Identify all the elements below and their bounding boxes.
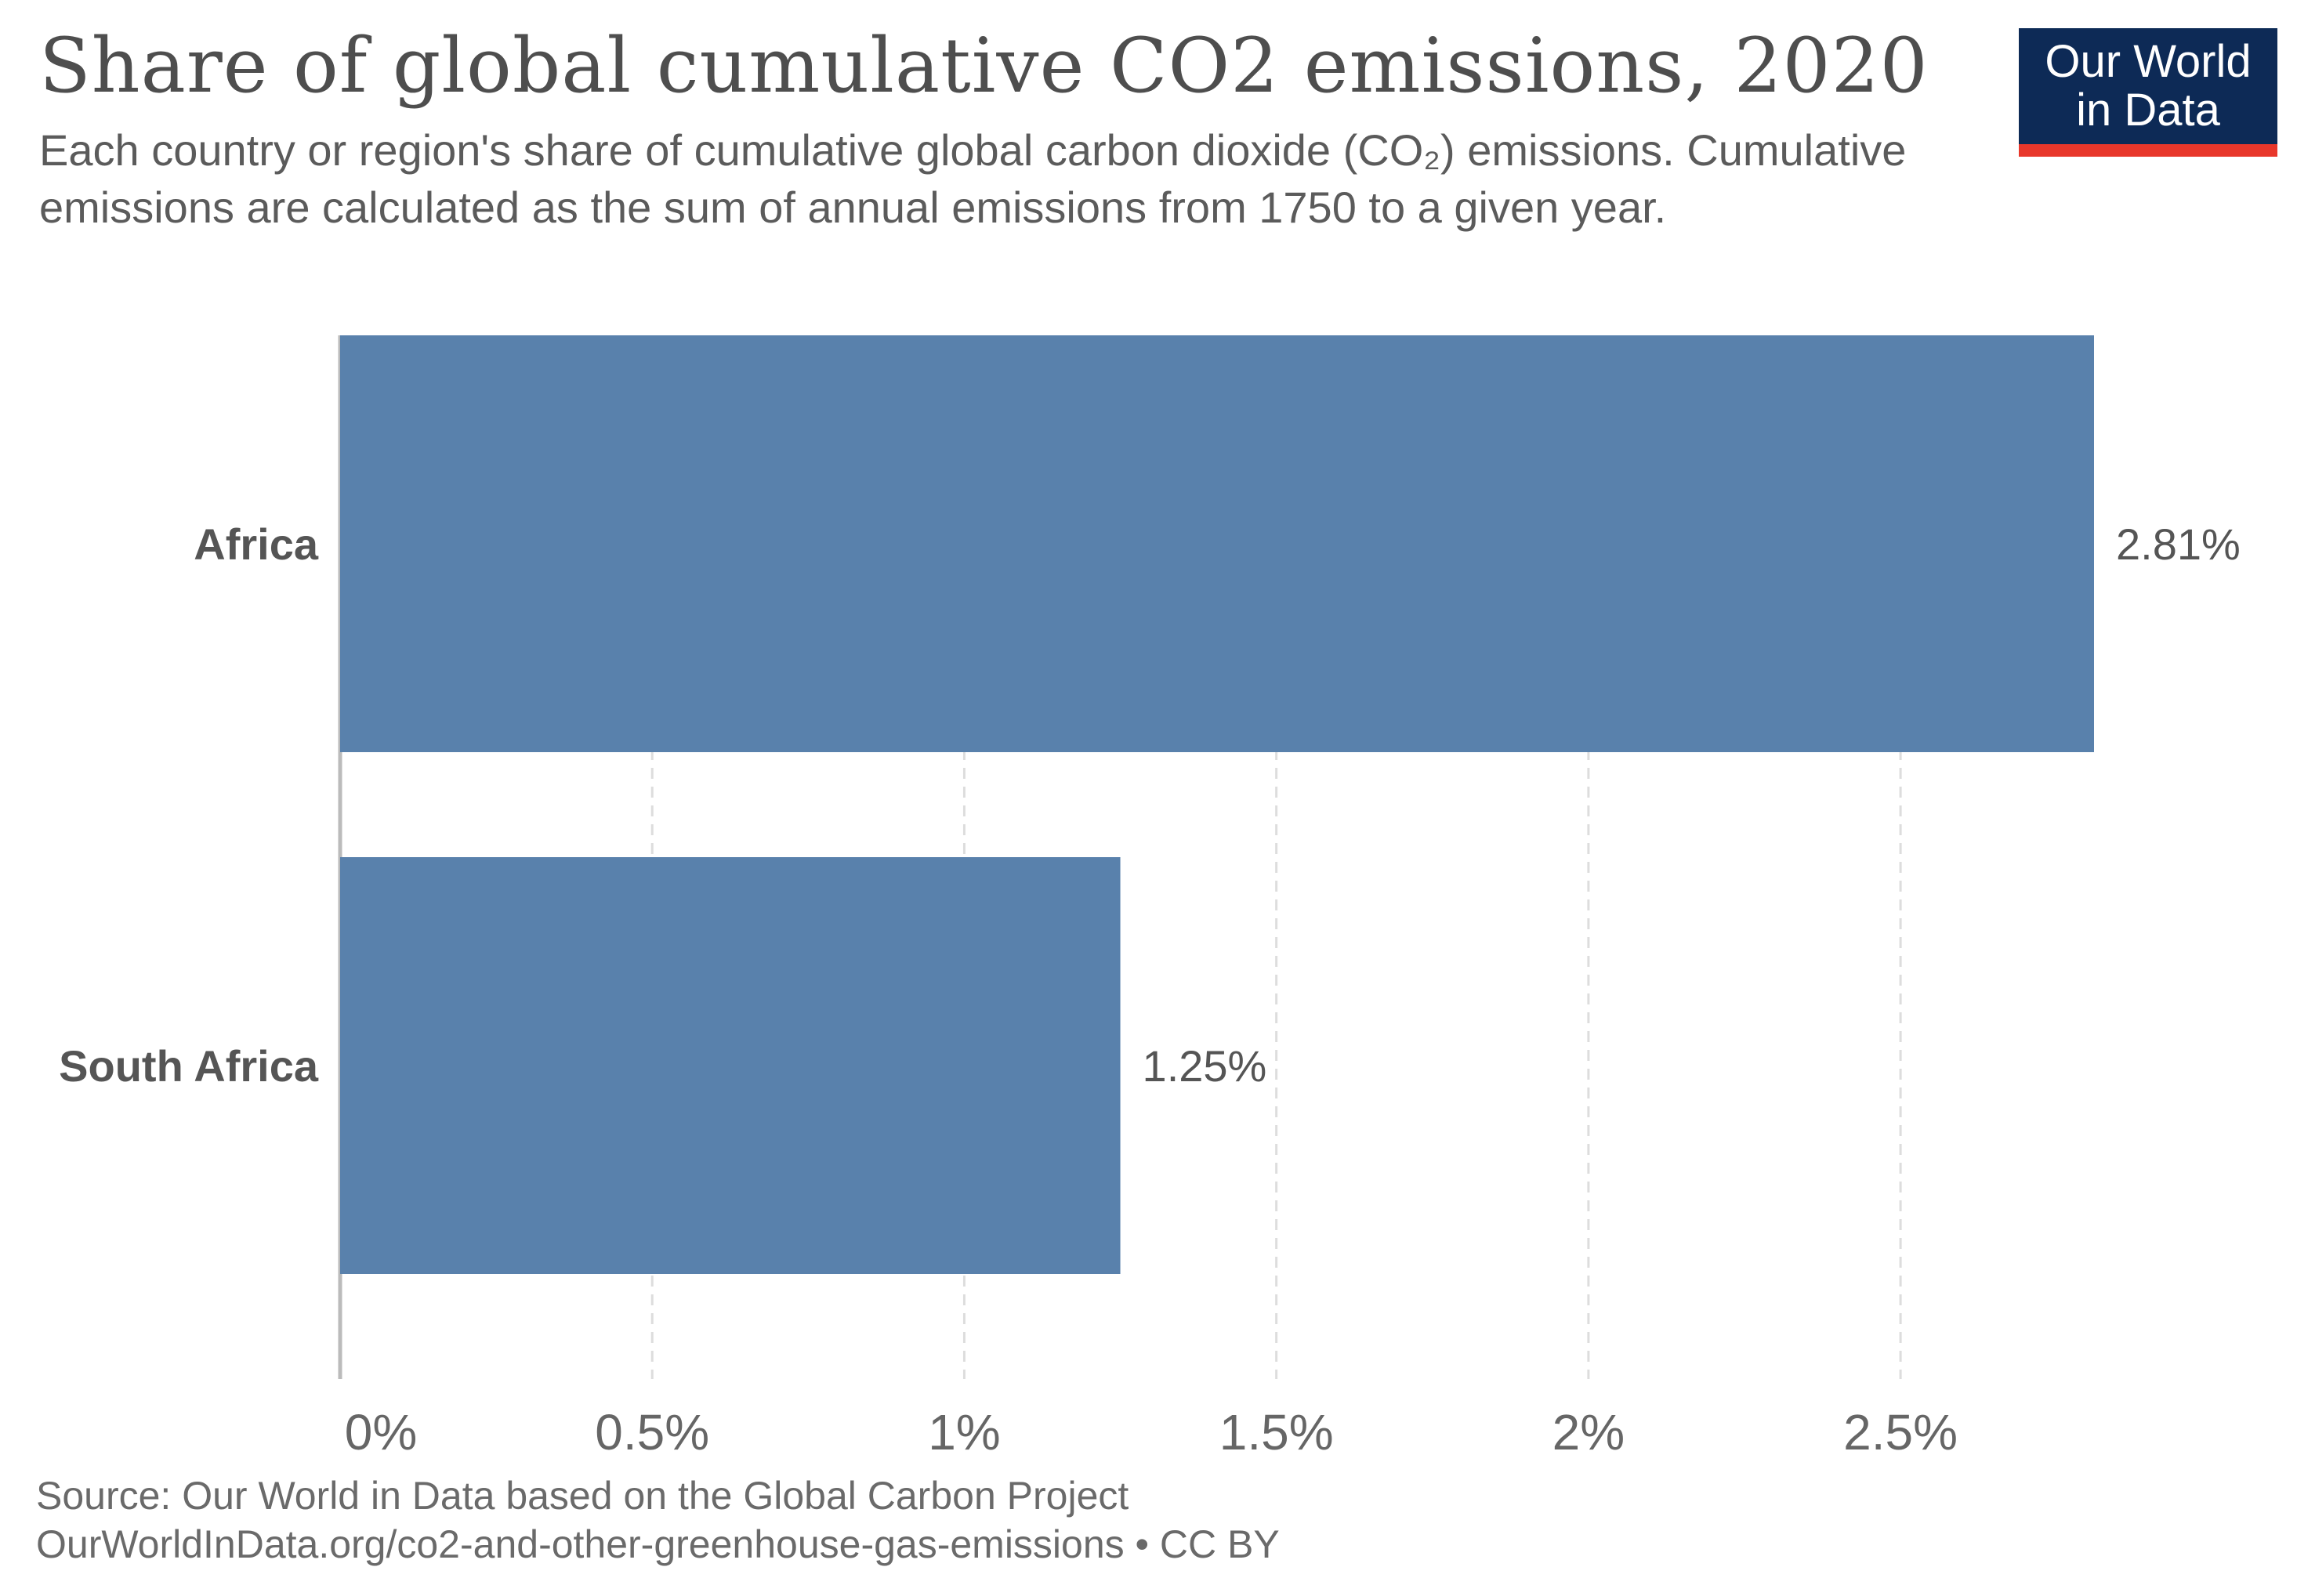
x-tick-label: 0% bbox=[345, 1404, 418, 1457]
x-tick-label: 1.5% bbox=[1219, 1404, 1334, 1457]
category-label: Africa bbox=[194, 519, 319, 569]
chart-title: Share of global cumulative CO2 emissions… bbox=[39, 22, 1929, 110]
x-tick-label: 2.5% bbox=[1843, 1404, 1958, 1457]
bar[interactable] bbox=[340, 335, 2094, 752]
owid-logo[interactable]: Our World in Data bbox=[2019, 28, 2277, 157]
source-url-link[interactable]: OurWorldInData.org/co2-and-other-greenho… bbox=[36, 1522, 1280, 1566]
bar-layer bbox=[340, 335, 2094, 1274]
category-label: South Africa bbox=[59, 1041, 319, 1091]
x-tick-label: 0.5% bbox=[595, 1404, 709, 1457]
chart-source: Source: Our World in Data based on the G… bbox=[36, 1471, 1280, 1569]
chart-subtitle: Each country or region's share of cumula… bbox=[39, 125, 1907, 232]
x-tick-label: 1% bbox=[928, 1404, 1001, 1457]
label-layer: Africa 2.81% South Africa 1.25% bbox=[59, 519, 2241, 1091]
x-tick-label: 2% bbox=[1552, 1404, 1625, 1457]
logo-line-2: in Data bbox=[2076, 85, 2220, 136]
source-text: Source: Our World in Data based on the G… bbox=[36, 1474, 1129, 1518]
value-label: 2.81% bbox=[2116, 519, 2241, 569]
value-label: 1.25% bbox=[1143, 1041, 1267, 1091]
bar-chart: Africa 2.81% South Africa 1.25% 0% 0.5% 1% 1.5… bbox=[59, 335, 2241, 1457]
tick-layer: 0% 0.5% 1% 1.5% 2% 2.5% bbox=[345, 1404, 1958, 1457]
bar[interactable] bbox=[340, 857, 1121, 1274]
logo-line-1: Our World bbox=[2045, 36, 2252, 87]
